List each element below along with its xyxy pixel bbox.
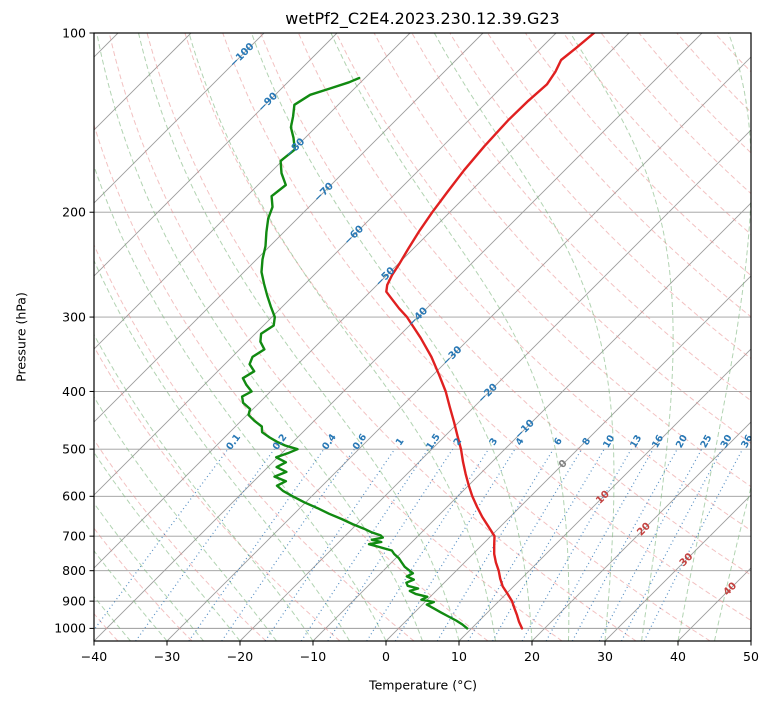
svg-text:−20: −20 [476, 382, 500, 406]
svg-text:600: 600 [62, 489, 86, 504]
svg-text:13: 13 [628, 433, 644, 450]
svg-text:−10: −10 [300, 649, 326, 664]
svg-text:20: 20 [674, 433, 690, 450]
svg-text:900: 900 [62, 593, 86, 608]
svg-text:20: 20 [524, 649, 540, 664]
axis-ticks [89, 32, 752, 646]
svg-text:−40: −40 [81, 649, 107, 664]
svg-text:100: 100 [62, 25, 86, 40]
svg-text:−20: −20 [227, 649, 253, 664]
svg-text:700: 700 [62, 528, 86, 543]
svg-text:−70: −70 [312, 181, 336, 205]
svg-text:400: 400 [62, 384, 86, 399]
svg-text:36: 36 [739, 433, 755, 450]
svg-text:−30: −30 [154, 649, 180, 664]
axis-tick-labels: −40 −30 −20 −10 0 10 20 30 40 5010020030040050060… [54, 25, 759, 664]
svg-text:10: 10 [594, 489, 612, 507]
plot-frame [93, 32, 752, 642]
mixing-ratio-lines [94, 448, 744, 641]
y-axis-label: Pressure (hPa) [13, 292, 29, 382]
chart-title: wetPf2_C2E4.2023.230.12.39.G23 [285, 9, 560, 28]
svg-text:30: 30 [597, 649, 613, 664]
svg-text:800: 800 [62, 563, 86, 578]
svg-text:300: 300 [62, 309, 86, 324]
svg-text:−100: −100 [228, 41, 256, 69]
svg-text:40: 40 [722, 580, 740, 598]
svg-text:3: 3 [487, 436, 500, 448]
svg-text:1000: 1000 [54, 621, 86, 636]
svg-text:30: 30 [719, 433, 735, 450]
svg-text:200: 200 [62, 205, 86, 220]
svg-text:10: 10 [601, 433, 617, 450]
pressure-gridlines [94, 33, 751, 629]
svg-text:4: 4 [514, 436, 527, 448]
svg-text:−50: −50 [374, 265, 398, 289]
svg-text:2: 2 [452, 436, 465, 448]
dewpoint-curve [240, 76, 469, 630]
svg-text:10: 10 [451, 649, 467, 664]
svg-text:0: 0 [382, 649, 390, 664]
svg-text:8: 8 [580, 436, 593, 448]
svg-text:1: 1 [394, 436, 407, 448]
svg-text:40: 40 [670, 649, 686, 664]
dry-adiabats [94, 33, 751, 641]
x-axis-label: Temperature (°C) [369, 677, 477, 693]
svg-text:500: 500 [62, 441, 86, 456]
moist-adiabats [94, 33, 751, 641]
temperature-curve [385, 33, 596, 630]
svg-text:50: 50 [743, 649, 759, 664]
svg-text:−30: −30 [441, 344, 465, 368]
svg-text:6: 6 [552, 436, 565, 448]
svg-text:−90: −90 [256, 91, 280, 115]
svg-text:25: 25 [698, 433, 714, 450]
